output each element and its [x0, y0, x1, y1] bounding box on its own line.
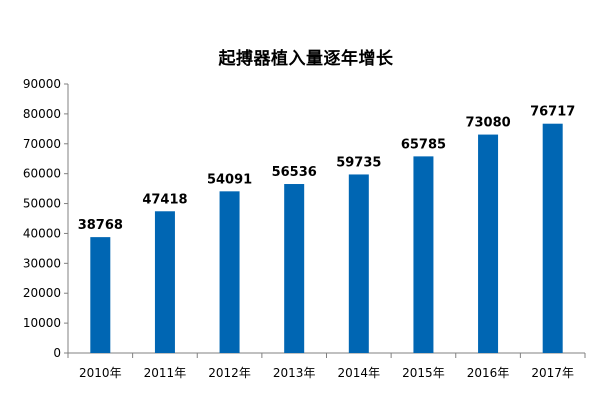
bar: [413, 156, 434, 353]
data-label: 56536: [272, 165, 317, 180]
chart-title: 起搏器植入量逐年增长: [218, 49, 394, 69]
x-tick-label: 2012年: [208, 366, 251, 380]
data-label: 76717: [530, 105, 575, 120]
x-tick-label: 2010年: [79, 366, 122, 380]
y-tick-label: 20000: [23, 286, 61, 300]
x-tick-label: 2013年: [273, 366, 316, 380]
x-tick-label: 2015年: [402, 366, 445, 380]
bar: [154, 211, 175, 353]
y-tick-label: 30000: [23, 256, 61, 270]
y-tick-label: 60000: [23, 167, 61, 181]
data-label: 65785: [401, 137, 446, 152]
x-tick-label: 2016年: [467, 366, 510, 380]
y-tick-label: 70000: [23, 137, 61, 151]
bar: [90, 237, 111, 353]
data-label: 73080: [465, 116, 510, 131]
data-label: 47418: [142, 192, 187, 207]
bar: [348, 174, 369, 353]
y-tick-label: 40000: [23, 226, 61, 240]
y-tick-label: 10000: [23, 316, 61, 330]
y-tick-label: 0: [53, 346, 61, 360]
y-tick-label: 90000: [23, 77, 61, 91]
bar: [284, 184, 305, 353]
data-label: 54091: [207, 172, 252, 187]
x-tick-label: 2017年: [531, 366, 574, 380]
data-label: 38768: [78, 218, 123, 233]
bar: [542, 123, 563, 353]
y-tick-label: 80000: [23, 107, 61, 121]
bar: [219, 191, 240, 353]
data-label: 59735: [336, 155, 381, 170]
x-tick-label: 2011年: [144, 366, 187, 380]
x-tick-label: 2014年: [338, 366, 381, 380]
y-tick-label: 50000: [23, 197, 61, 211]
bar: [478, 134, 499, 353]
